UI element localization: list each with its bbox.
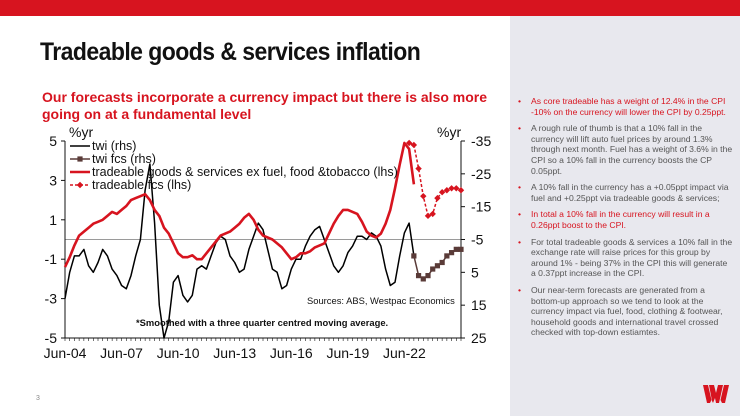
x-tick-label: Jun-19 [326,345,369,361]
legend-label: tradeable fcs (lhs) [92,178,191,192]
bullet-item: Our near-term forecasts are generated fr… [518,285,734,338]
data-point [434,263,441,269]
page-number: 3 [36,395,40,402]
commentary-bullets: As core tradeable has a weight of 12.4% … [518,96,734,344]
data-point [448,250,455,256]
data-point [439,259,445,266]
series-line-0 [64,163,415,339]
right-tick-label: -35 [471,133,491,149]
right-tick-label: -15 [471,199,491,215]
x-tick-label: Jun-13 [213,345,256,361]
data-point [429,210,436,218]
data-point [420,276,426,282]
legend-label: twi (rhs) [92,139,136,153]
top-brand-bar [0,0,740,16]
series-line-3 [408,142,462,217]
bullet-item: In total a 10% fall in the currency will… [518,209,734,230]
left-tick-label: 5 [49,133,57,149]
left-tick-label: -3 [45,291,58,307]
data-point [434,194,441,202]
legend-marker [76,181,84,189]
right-tick-label: 25 [471,330,487,346]
data-point [448,185,455,192]
left-axis-unit: %yr [69,124,93,140]
legend-marker [77,156,83,162]
data-point [453,246,459,252]
chart-legend: twi (rhs)twi fcs (rhs)tradeable goods & … [70,139,398,192]
inflation-chart: 5 3 1 -1 -3 -5 -35 -25 -15 -5 5 15 25 Jun-04 Jun-07 Jun… [44,124,492,361]
legend-label: tradeable goods & services ex fuel, food… [92,165,398,179]
right-axis-unit: %yr [437,124,461,140]
x-tick-label: Jun-22 [383,345,426,361]
bullet-item: A 10% fall in the currency has a +0.05pp… [518,182,734,203]
right-tick-label: 15 [471,297,487,313]
bullet-item: A rough rule of thumb is that a 10% fall… [518,123,734,176]
left-tick-label: -1 [45,251,58,267]
x-tick-label: Jun-16 [270,345,313,361]
data-point [444,253,450,259]
westpac-logo-icon [703,385,729,403]
page-title: Tradeable goods & services inflation [40,38,421,66]
x-tick-label: Jun-10 [157,345,200,361]
right-tick-label: 5 [471,264,479,280]
chart-footnote: *Smoothed with a three quarter centred m… [136,317,388,328]
chart-source: Sources: ABS, Westpac Economics [307,295,455,306]
left-tick-label: 3 [49,172,57,188]
chart-axes: 5 3 1 -1 -3 -5 -35 -25 -15 -5 5 15 25 Jun-04 Jun-07 Jun… [44,133,492,361]
data-point [415,165,422,172]
data-point [425,273,431,279]
data-point [420,192,427,200]
right-tick-label: -25 [471,166,491,182]
bullet-item: For total tradeable goods & services a 1… [518,237,734,279]
data-point [453,185,460,192]
data-point [411,253,417,259]
bullet-item: As core tradeable has a weight of 12.4% … [518,96,734,117]
left-tick-label: 1 [49,212,57,228]
x-tick-label: Jun-04 [44,345,87,361]
left-tick-label: -5 [45,330,58,346]
data-point [430,266,436,272]
series-line-2 [63,141,416,268]
x-tick-label: Jun-07 [100,345,143,361]
data-point [458,246,464,252]
data-point [415,273,422,279]
legend-label: twi fcs (rhs) [92,152,156,166]
page-subtitle: Our forecasts incorporate a currency imp… [42,89,488,122]
data-point [438,189,446,196]
data-point [424,212,432,220]
right-tick-label: -5 [471,232,484,248]
